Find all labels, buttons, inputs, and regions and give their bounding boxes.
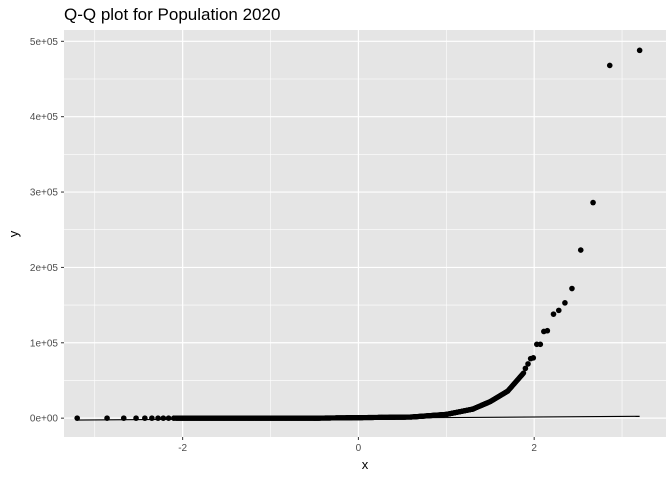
x-tick-label: -2 [178,443,187,454]
x-axis-ticks: -2 0 2 [178,437,537,454]
data-point [555,307,562,314]
y-tick-label: 3e+05 [30,188,59,199]
data-points [74,47,643,421]
data-point [133,415,139,421]
data-point [149,415,155,421]
data-point [104,415,110,421]
data-point [590,199,596,206]
data-point [562,300,568,306]
data-point [525,361,531,367]
data-point [165,415,172,421]
y-tick-label: 2e+05 [30,263,59,274]
data-point [530,355,537,361]
major-gridlines [64,30,666,437]
y-tick-label: 0e+00 [30,414,59,425]
y-tick-label: 5e+05 [30,37,59,48]
y-axis-title: y [6,230,21,237]
data-point [636,47,643,54]
x-tick-label: 2 [531,443,537,454]
data-point [537,341,544,348]
data-point [550,311,557,317]
plot-panel [64,30,666,437]
x-tick-label: 0 [356,443,362,454]
data-point [160,415,167,421]
x-axis-title: x [362,457,369,472]
data-point [521,370,527,376]
data-point [577,247,584,253]
minor-gridlines [64,30,666,437]
data-point [142,415,148,421]
data-point [155,415,161,421]
y-tick-label: 1e+05 [30,338,59,349]
chart-title: Q-Q plot for Population 2020 [64,5,280,24]
data-point [171,415,177,421]
data-point [544,327,551,334]
y-axis-ticks: 0e+00 1e+05 2e+05 3e+05 4e+05 5e+05 [30,37,64,425]
data-point [74,415,80,421]
y-tick-label: 4e+05 [30,112,59,123]
data-point [522,365,529,372]
data-point [120,415,127,421]
data-point [569,285,575,292]
data-point [606,62,613,69]
